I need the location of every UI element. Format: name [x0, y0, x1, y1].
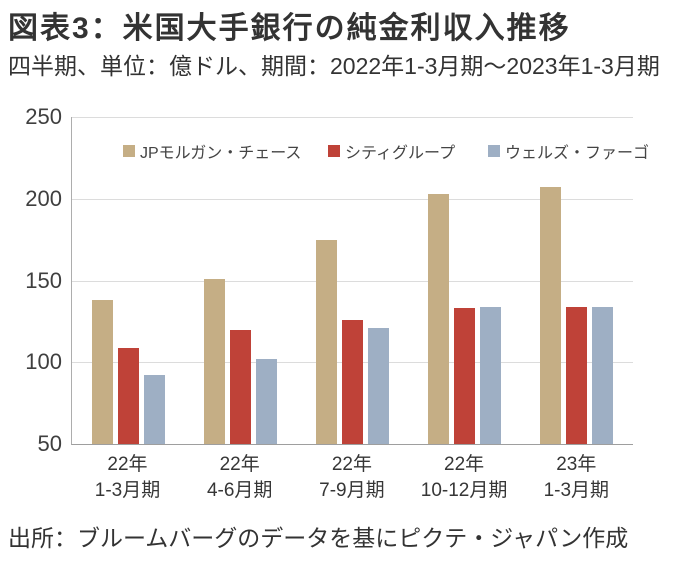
x-axis-label-line: 7-9月期 — [319, 480, 385, 501]
x-axis-label-line: 10-12月期 — [420, 480, 508, 501]
x-axis-label-line: 22年 — [331, 454, 372, 475]
y-axis-label-50: 50 — [37, 431, 62, 456]
bar-citigroup-22年7-9月期 — [341, 319, 363, 444]
x-axis-label-line: 22年 — [219, 454, 260, 475]
x-axis-label-line: 22年 — [107, 454, 148, 475]
bar-group-22年4-6月期 — [184, 117, 296, 444]
legend-label-jpmorgan-chase: JPモルガン・チェース — [140, 145, 302, 162]
bar-citigroup-22年4-6月期 — [229, 329, 251, 444]
legend-item-wells-fargo: ウェルズ・ファーゴ — [488, 139, 649, 163]
figure-subtitle: 四半期、単位：億ドル、期間：2022年1-3月期～2023年1-3月期 — [8, 53, 660, 79]
x-axis-label-line: 1-3月期 — [543, 480, 610, 501]
y-axis-label-250: 250 — [25, 104, 62, 129]
bar-citigroup-22年1-3月期 — [117, 347, 139, 444]
x-axis-label-22年10-12月期: 22年 10-12月期 — [408, 452, 521, 504]
y-axis: 250 200 150 100 50 — [0, 106, 62, 455]
x-axis-label-22年4-6月期: 22年 4-6月期 — [183, 452, 296, 504]
gridline-150 — [72, 280, 633, 282]
gridline-250 — [72, 117, 633, 118]
legend-label-wells-fargo: ウェルズ・ファーゴ — [505, 145, 650, 162]
bar-wells-fargo-22年4-6月期 — [255, 358, 277, 444]
x-axis-label-23年1-3月期: 23年 1-3月期 — [520, 452, 633, 504]
x-axis-label-22年7-9月期: 22年 7-9月期 — [295, 452, 408, 504]
bar-citigroup-23年1-3月期 — [566, 306, 588, 444]
bar-wells-fargo-22年7-9月期 — [367, 327, 389, 444]
bar-jpmorgan-chase-23年1-3月期 — [540, 187, 562, 444]
y-axis-label-100: 100 — [25, 349, 62, 375]
bar-group-22年10-12月期 — [409, 117, 521, 444]
x-axis-label-22年1-3月期: 22年 1-3月期 — [71, 452, 184, 504]
bar-jpmorgan-chase-22年10-12月期 — [428, 193, 450, 444]
bar-group-22年7-9月期 — [296, 117, 408, 444]
legend-item-jpmorgan-chase: JPモルガン・チェース — [123, 139, 301, 163]
source-note: 出所：ブルームバーグのデータを基にピクテ・ジャパン作成 — [8, 525, 629, 551]
bar-citigroup-22年10-12月期 — [454, 308, 476, 444]
legend-marker-wells-fargo — [488, 145, 500, 157]
plot-area — [71, 117, 633, 445]
bar-wells-fargo-22年10-12月期 — [480, 306, 502, 444]
bar-group-22年1-3月期 — [72, 117, 184, 444]
x-axis-label-line: 1-3月期 — [94, 480, 161, 501]
x-axis-label-line: 4-6月期 — [206, 480, 273, 501]
bar-wells-fargo-23年1-3月期 — [592, 306, 614, 444]
y-axis-label-150: 150 — [25, 267, 62, 293]
y-axis-label-200: 200 — [25, 185, 62, 211]
legend-label-citigroup: シティグループ — [345, 145, 456, 162]
bar-jpmorgan-chase-22年4-6月期 — [203, 278, 225, 444]
figure-title: 図表3：米国大手銀行の純金利収入推移 — [8, 12, 571, 45]
legend-marker-citigroup — [328, 145, 340, 157]
bar-wells-fargo-22年1-3月期 — [143, 375, 165, 444]
legend-item-citigroup: シティグループ — [328, 139, 455, 163]
x-axis-label-line: 22年 — [444, 454, 485, 475]
x-axis-label-line: 23年 — [556, 454, 597, 475]
gridline-200 — [72, 198, 633, 200]
bar-jpmorgan-chase-22年1-3月期 — [91, 300, 113, 444]
bar-jpmorgan-chase-22年7-9月期 — [315, 239, 337, 444]
legend-marker-jpmorgan-chase — [123, 145, 135, 157]
bar-group-23年1-3月期 — [521, 117, 633, 444]
